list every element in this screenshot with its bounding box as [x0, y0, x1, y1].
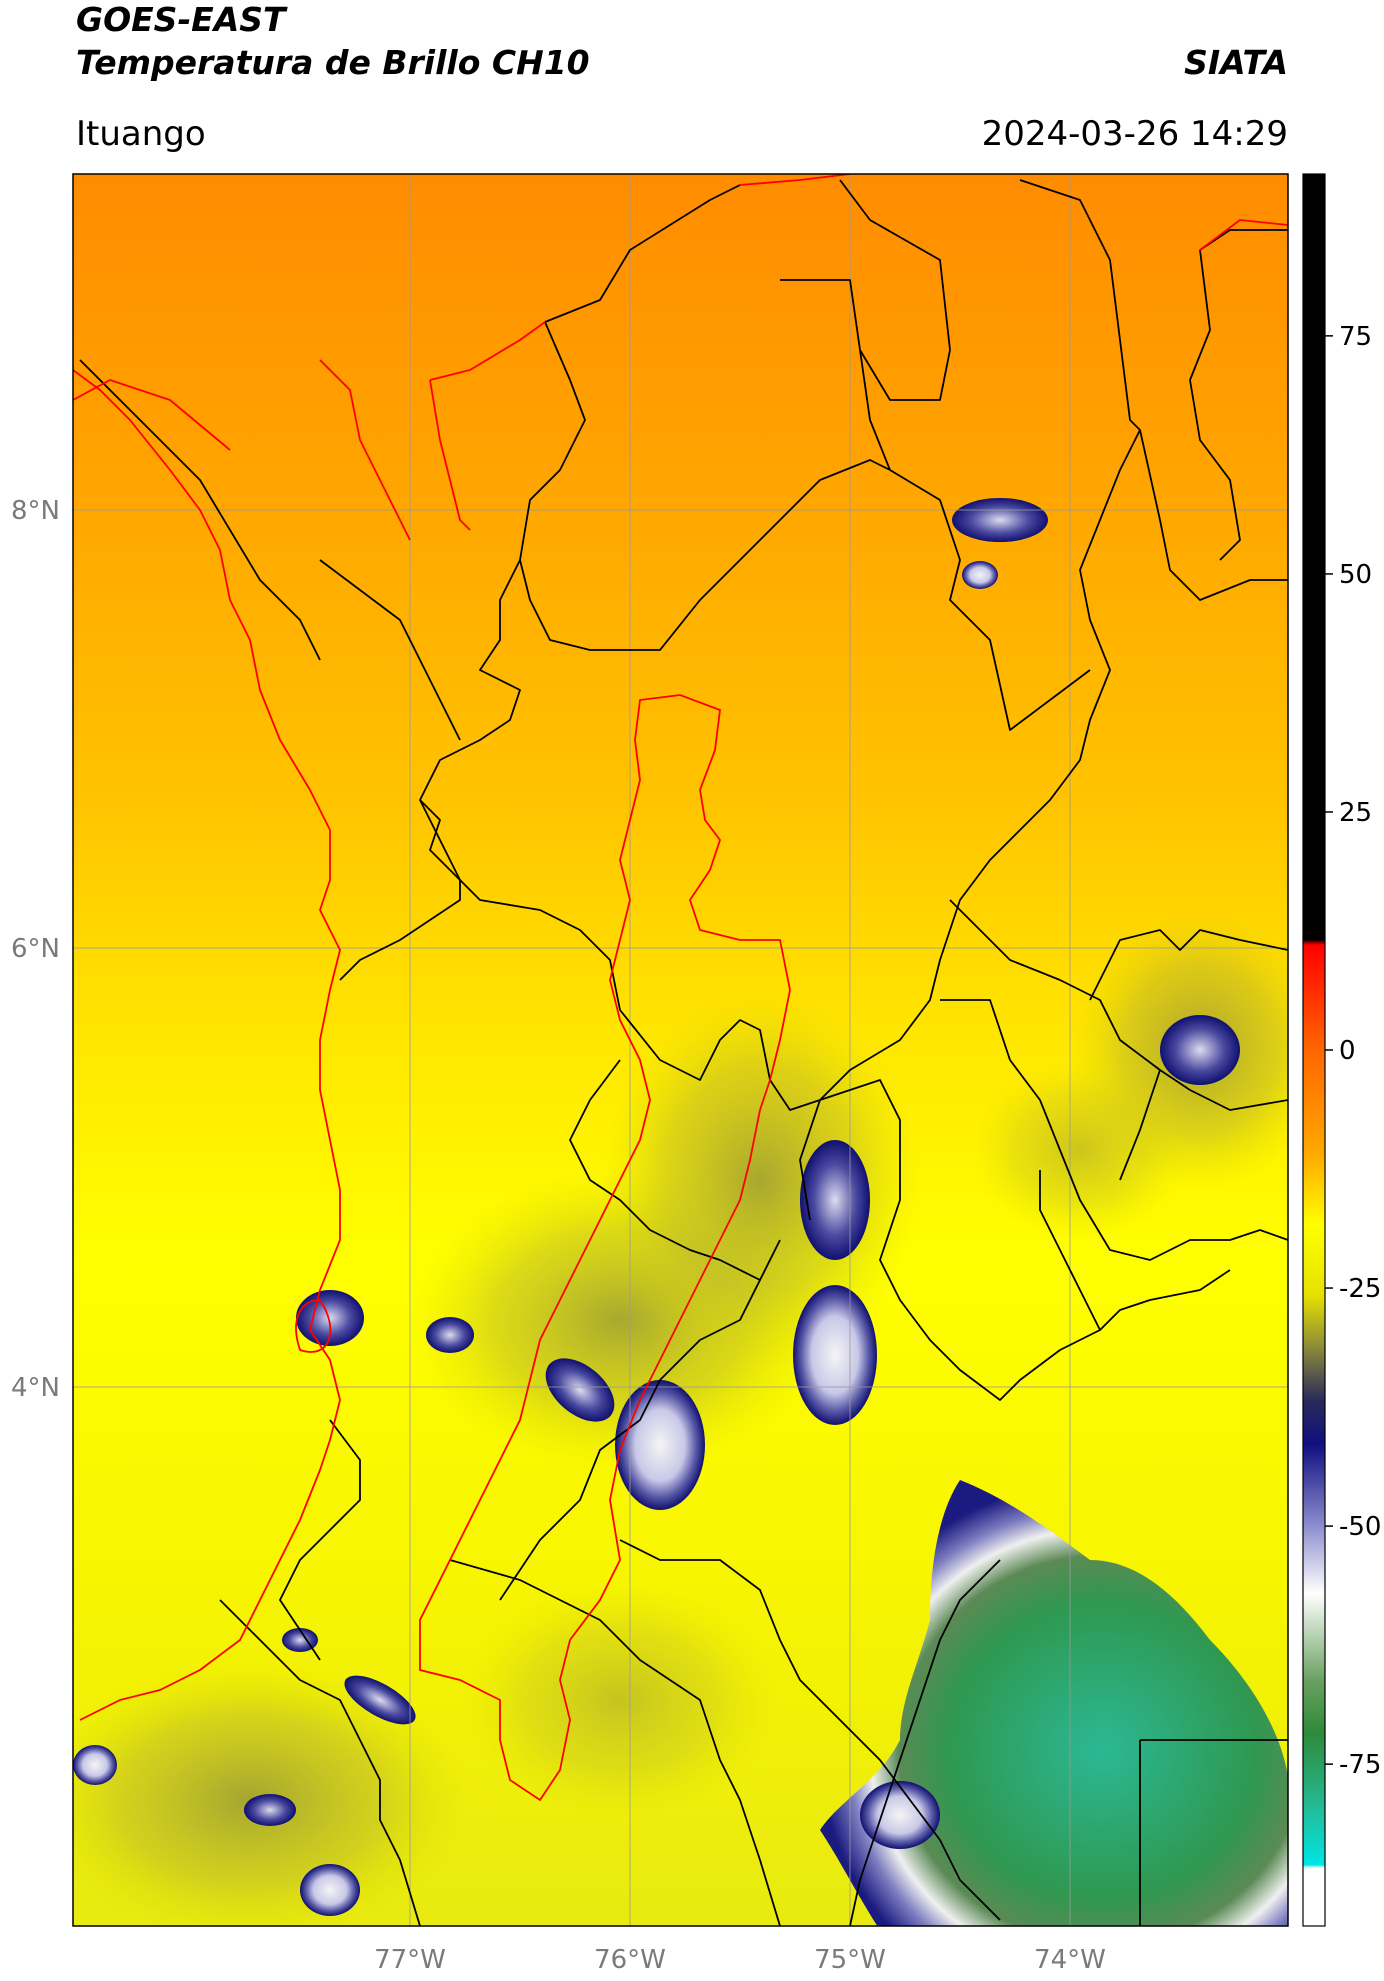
coastline [73, 174, 1288, 1721]
latitude-axis: 8°N 6°N 4°N [11, 496, 60, 1403]
map-frame [72, 173, 1289, 1927]
colorbar-tick-label: 50 [1339, 560, 1372, 590]
lon-tick-label: 74°W [1034, 1945, 1106, 1975]
ituango-basin-outline [419, 694, 791, 1802]
timestamp-label: 2024-03-26 14:29 [981, 114, 1288, 154]
organization-label: SIATA [1184, 43, 1288, 82]
lon-tick-label: 75°W [814, 1945, 886, 1975]
location-label: Ituango [76, 114, 206, 154]
department-boundaries [79, 179, 1288, 1926]
longitude-axis: 77°W 76°W 75°W 74°W [374, 1945, 1106, 1975]
lat-tick-label: 6°N [11, 934, 60, 964]
colorbar: 75 50 25 0 -25 -50 -75 [1302, 173, 1381, 1927]
colorbar-tick-label: 0 [1339, 1036, 1356, 1066]
colorbar-ticks: 75 50 25 0 -25 -50 -75 [1325, 322, 1381, 1780]
satellite-title: GOES-EAST [76, 0, 286, 39]
product-title: Temperatura de Brillo CH10 [76, 43, 590, 82]
lat-tick-label: 4°N [11, 1373, 60, 1403]
lon-tick-label: 77°W [374, 1945, 446, 1975]
lon-tick-label: 76°W [594, 1945, 666, 1975]
colorbar-tick-label: -25 [1339, 1274, 1381, 1304]
convective-clouds [73, 498, 1288, 1926]
colorbar-tick-label: 25 [1339, 798, 1372, 828]
map-area [73, 174, 1288, 1926]
colorbar-tick-label: 75 [1339, 322, 1372, 352]
colorbar-gradient [1302, 173, 1326, 1927]
colorbar-tick-label: -75 [1339, 1750, 1381, 1780]
colorbar-tick-label: -50 [1339, 1512, 1381, 1542]
graticule [73, 174, 1288, 1926]
lat-tick-label: 8°N [11, 496, 60, 526]
